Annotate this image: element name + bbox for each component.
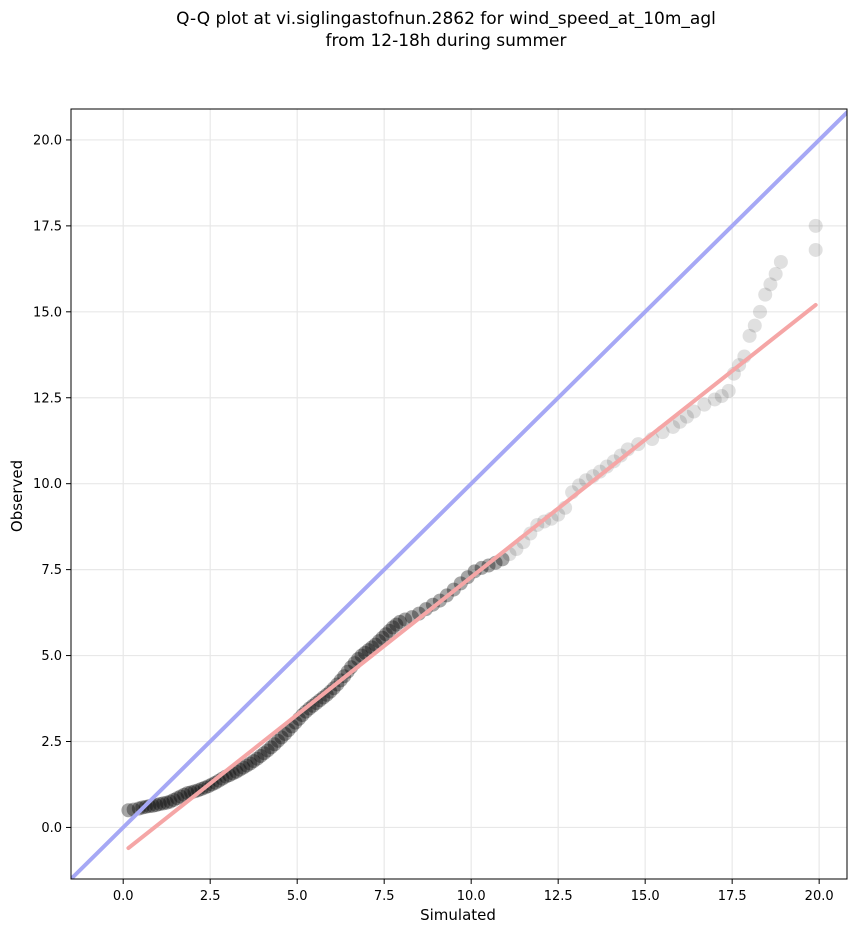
- data-point: [250, 751, 265, 766]
- data-point: [763, 277, 778, 292]
- y-tick-label: 12.5: [33, 391, 62, 406]
- data-point: [385, 620, 400, 635]
- data-point: [686, 404, 701, 419]
- data-point: [319, 687, 334, 702]
- data-point: [679, 409, 694, 424]
- data-point: [305, 698, 320, 713]
- data-point: [742, 328, 757, 343]
- fit-line: [126, 302, 818, 851]
- data-point: [239, 758, 254, 773]
- data-point: [159, 795, 174, 810]
- data-point: [666, 419, 681, 434]
- x-tick-label: 17.5: [718, 889, 747, 904]
- y-tick-label: 10.0: [33, 477, 62, 492]
- data-point: [371, 634, 386, 649]
- y-tick-label: 15.0: [33, 305, 62, 320]
- y-tick-label: 5.0: [41, 649, 62, 664]
- data-point: [232, 762, 247, 777]
- x-tick-label: 0.0: [113, 889, 134, 904]
- data-point: [253, 748, 268, 763]
- y-tick-label: 17.5: [33, 219, 62, 234]
- data-point: [166, 792, 181, 807]
- data-point: [302, 701, 317, 716]
- plot-frame: [70, 108, 848, 880]
- data-point: [257, 746, 272, 761]
- data-point: [156, 796, 171, 811]
- data-point: [398, 612, 413, 627]
- y-tick-label: 7.5: [41, 563, 62, 578]
- data-point: [808, 242, 823, 257]
- data-point: [121, 803, 136, 818]
- data-point: [768, 267, 783, 281]
- chart-title-line2: from 12-18h during summer: [325, 31, 567, 51]
- y-axis-label: Observed: [8, 460, 26, 532]
- data-point: [721, 383, 736, 398]
- data-point: [714, 389, 729, 404]
- data-point: [382, 623, 397, 638]
- data-point: [707, 392, 722, 407]
- x-tick-label: 2.5: [200, 889, 221, 904]
- data-point: [312, 693, 327, 708]
- data-point: [672, 414, 687, 429]
- data-point: [152, 797, 167, 812]
- data-point: [260, 743, 275, 758]
- data-point: [613, 448, 628, 463]
- axes: 0.0 2.5 5.0 7.5 10.0 12.5 15.0 17.5 20.0 0.0 2.5 5.…: [33, 108, 848, 904]
- x-tick-label: 10.0: [457, 889, 486, 904]
- identity-line: [71, 110, 847, 879]
- data-point: [173, 789, 188, 804]
- data-point: [375, 630, 390, 645]
- data-point: [264, 740, 279, 755]
- data-point: [378, 627, 393, 642]
- data-point: [243, 756, 258, 771]
- data-point: [758, 287, 773, 302]
- data-point: [267, 737, 282, 752]
- x-tick-label: 12.5: [544, 889, 573, 904]
- chart-title: Q-Q plot at vi.siglingastofnun.2862 for …: [0, 8, 856, 52]
- data-point: [808, 218, 823, 233]
- x-tick-label: 15.0: [631, 889, 660, 904]
- x-tick-label: 20.0: [805, 889, 834, 904]
- reference-lines: [71, 110, 847, 879]
- data-point: [392, 614, 407, 629]
- data-point: [389, 617, 404, 632]
- data-point: [747, 318, 762, 333]
- y-tick-label: 20.0: [33, 133, 62, 148]
- data-point: [177, 787, 192, 802]
- x-tick-label: 7.5: [374, 889, 395, 904]
- y-tick-label: 2.5: [41, 735, 62, 750]
- data-point: [163, 794, 178, 809]
- data-point: [599, 459, 614, 474]
- x-tick-label: 5.0: [287, 889, 308, 904]
- data-point: [753, 304, 768, 319]
- data-point: [773, 254, 788, 269]
- data-point: [131, 801, 146, 816]
- data-point: [236, 760, 251, 775]
- data-point: [149, 798, 164, 813]
- data-point: [278, 726, 293, 741]
- grid-lines: [71, 109, 847, 879]
- data-point: [697, 397, 712, 412]
- data-point: [246, 754, 261, 769]
- chart-title-line1: Q-Q plot at vi.siglingastofnun.2862 for …: [176, 9, 716, 29]
- data-point: [208, 775, 223, 790]
- data-point: [316, 690, 331, 705]
- data-point: [229, 764, 244, 779]
- data-point: [274, 730, 289, 745]
- data-point: [309, 696, 324, 710]
- x-axis-label: Simulated: [420, 906, 496, 924]
- data-point: [170, 791, 185, 806]
- data-point: [271, 733, 286, 748]
- y-tick-label: 0.0: [41, 821, 62, 836]
